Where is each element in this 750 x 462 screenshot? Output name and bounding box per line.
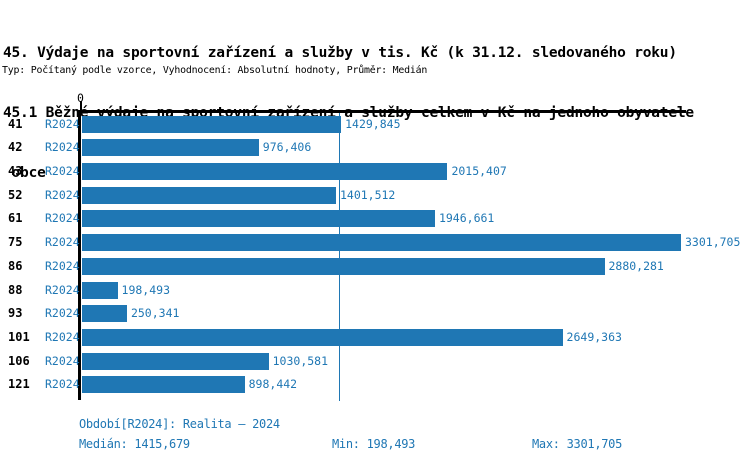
value-bar — [81, 352, 269, 370]
chart-row: 86 R2024 2880,281 — [0, 257, 750, 275]
row-period-label: R2024 — [45, 353, 80, 368]
row-category-label: 42 — [8, 140, 23, 155]
row-category-label: 93 — [8, 306, 23, 321]
value-bar — [81, 115, 342, 133]
chart-row: 88 R2024 198,493 — [0, 281, 750, 299]
row-category-label: 61 — [8, 211, 23, 226]
row-period-label: R2024 — [45, 377, 80, 392]
bar-value-label: 250,341 — [130, 306, 180, 321]
bar-value-label: 2015,407 — [451, 163, 507, 178]
stat-min: Min: 198,493 — [332, 437, 416, 451]
bar-value-label: 898,442 — [248, 377, 298, 392]
chart-row: 61 R2024 1946,661 — [0, 210, 750, 228]
row-category-label: 86 — [8, 258, 23, 273]
period-legend: Období[R2024]: Realita – 2024 — [79, 417, 280, 431]
row-category-label: 121 — [8, 377, 30, 392]
value-bar — [81, 305, 127, 323]
chart-row: 42 R2024 976,406 — [0, 139, 750, 157]
row-period-label: R2024 — [45, 211, 80, 226]
chart-row: 43 R2024 2015,407 — [0, 162, 750, 180]
row-period-label: R2024 — [45, 187, 80, 202]
row-category-label: 75 — [8, 235, 23, 250]
value-bar — [81, 186, 336, 204]
chart-row: 121 R2024 898,442 — [0, 376, 750, 394]
chart-title-line-3: obce — [3, 165, 46, 181]
y-axis-spine — [78, 110, 81, 400]
row-category-label: 101 — [8, 329, 30, 344]
row-period-label: R2024 — [45, 329, 80, 344]
stat-median: Medián: 1415,679 — [79, 437, 190, 451]
value-bar — [81, 257, 605, 275]
row-category-label: 52 — [8, 187, 23, 202]
row-period-label: R2024 — [45, 282, 80, 297]
chart-row: 41 R2024 1429,845 — [0, 115, 750, 133]
row-period-label: R2024 — [45, 235, 80, 250]
row-period-label: R2024 — [45, 116, 80, 131]
bar-value-label: 1946,661 — [438, 211, 495, 226]
row-period-label: R2024 — [45, 163, 80, 178]
value-bar — [81, 234, 681, 252]
x-axis-zero-tick-mark — [79, 101, 82, 110]
value-bar — [81, 376, 245, 394]
bar-value-label: 3301,705 — [685, 235, 741, 250]
bar-value-label: 1429,845 — [345, 116, 401, 131]
bar-value-label: 976,406 — [262, 140, 312, 155]
row-category-label: 41 — [8, 116, 23, 131]
bar-value-label: 198,493 — [121, 282, 170, 297]
chart-row: 101 R2024 2649,363 — [0, 328, 750, 346]
row-period-label: R2024 — [45, 306, 80, 321]
bar-value-label: 2880,281 — [608, 258, 664, 273]
row-category-label: 106 — [8, 353, 30, 368]
bar-value-label: 1030,581 — [272, 353, 329, 368]
median-reference-line — [338, 112, 341, 401]
row-category-label: 88 — [8, 282, 23, 297]
x-axis-zero-tick-label: 0 — [77, 91, 84, 105]
chart-row: 93 R2024 250,341 — [0, 305, 750, 323]
chart-meta-line: Typ: Počítaný podle vzorce, Vyhodnocení:… — [2, 65, 428, 76]
chart-row: 75 R2024 3301,705 — [0, 234, 750, 252]
value-bar — [81, 210, 435, 228]
x-axis-spine — [78, 110, 686, 113]
chart-row: 52 R2024 1401,512 — [0, 186, 750, 204]
bar-value-label: 2649,363 — [566, 329, 622, 344]
stat-max: Max: 3301,705 — [532, 437, 623, 451]
value-bar — [81, 328, 563, 346]
value-bar — [81, 139, 259, 157]
chart-row: 106 R2024 1030,581 — [0, 352, 750, 370]
value-bar — [81, 281, 118, 299]
bar-value-label: 1401,512 — [339, 187, 396, 202]
row-period-label: R2024 — [45, 258, 80, 273]
chart-title-line-1: 45. Výdaje na sportovní zařízení a služb… — [3, 45, 677, 61]
bar-chart: 0 41 R2024 1429,845 42 R2024 976,406 43 R2024 20… — [0, 90, 750, 405]
row-category-label: 43 — [8, 163, 23, 178]
value-bar — [81, 162, 448, 180]
row-period-label: R2024 — [45, 140, 80, 155]
